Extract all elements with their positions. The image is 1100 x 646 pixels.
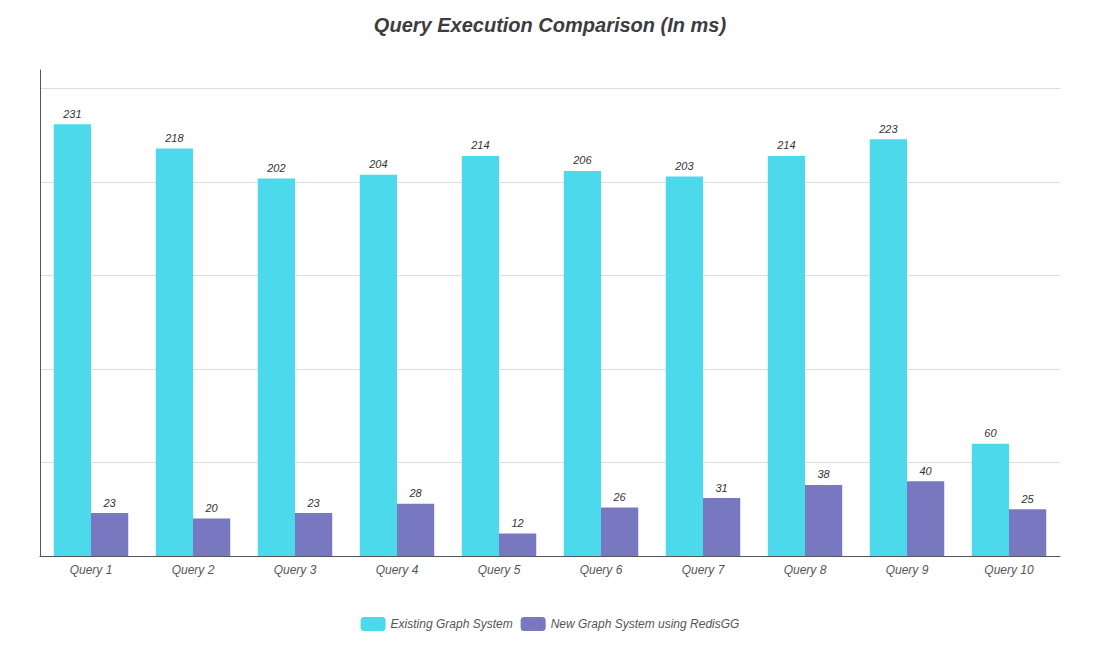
svg-text:Query 1: Query 1 bbox=[70, 563, 113, 577]
svg-text:223: 223 bbox=[878, 123, 898, 135]
svg-text:214: 214 bbox=[776, 139, 795, 151]
svg-text:12: 12 bbox=[511, 517, 523, 529]
svg-text:28: 28 bbox=[408, 487, 422, 499]
svg-text:60: 60 bbox=[984, 427, 997, 439]
svg-text:40: 40 bbox=[919, 465, 932, 477]
svg-text:Query 10: Query 10 bbox=[984, 563, 1034, 577]
svg-text:23: 23 bbox=[306, 497, 320, 509]
svg-text:206: 206 bbox=[572, 154, 592, 166]
svg-text:Query 6: Query 6 bbox=[580, 563, 623, 577]
svg-text:204: 204 bbox=[368, 158, 387, 170]
svg-text:Existing Graph System: Existing Graph System bbox=[391, 617, 513, 631]
svg-text:31: 31 bbox=[715, 482, 727, 494]
svg-text:202: 202 bbox=[266, 162, 285, 174]
svg-text:25: 25 bbox=[1020, 493, 1034, 505]
svg-text:Query 5: Query 5 bbox=[478, 563, 521, 577]
svg-text:20: 20 bbox=[204, 502, 218, 514]
svg-text:26: 26 bbox=[612, 491, 626, 503]
svg-text:Query 4: Query 4 bbox=[376, 563, 419, 577]
svg-text:Query 2: Query 2 bbox=[172, 563, 215, 577]
svg-text:218: 218 bbox=[164, 132, 184, 144]
svg-text:Query 3: Query 3 bbox=[274, 563, 317, 577]
svg-text:Query 9: Query 9 bbox=[886, 563, 929, 577]
svg-text:23: 23 bbox=[102, 497, 116, 509]
svg-text:New Graph System using RedisGG: New Graph System using RedisGG bbox=[551, 617, 740, 631]
svg-text:Query 8: Query 8 bbox=[784, 563, 827, 577]
svg-text:Query Execution Comparison (In: Query Execution Comparison (In ms) bbox=[374, 14, 727, 36]
svg-text:38: 38 bbox=[817, 468, 830, 480]
svg-text:Query 7: Query 7 bbox=[682, 563, 726, 577]
svg-text:203: 203 bbox=[674, 160, 694, 172]
svg-text:214: 214 bbox=[470, 139, 489, 151]
svg-text:231: 231 bbox=[62, 108, 81, 120]
